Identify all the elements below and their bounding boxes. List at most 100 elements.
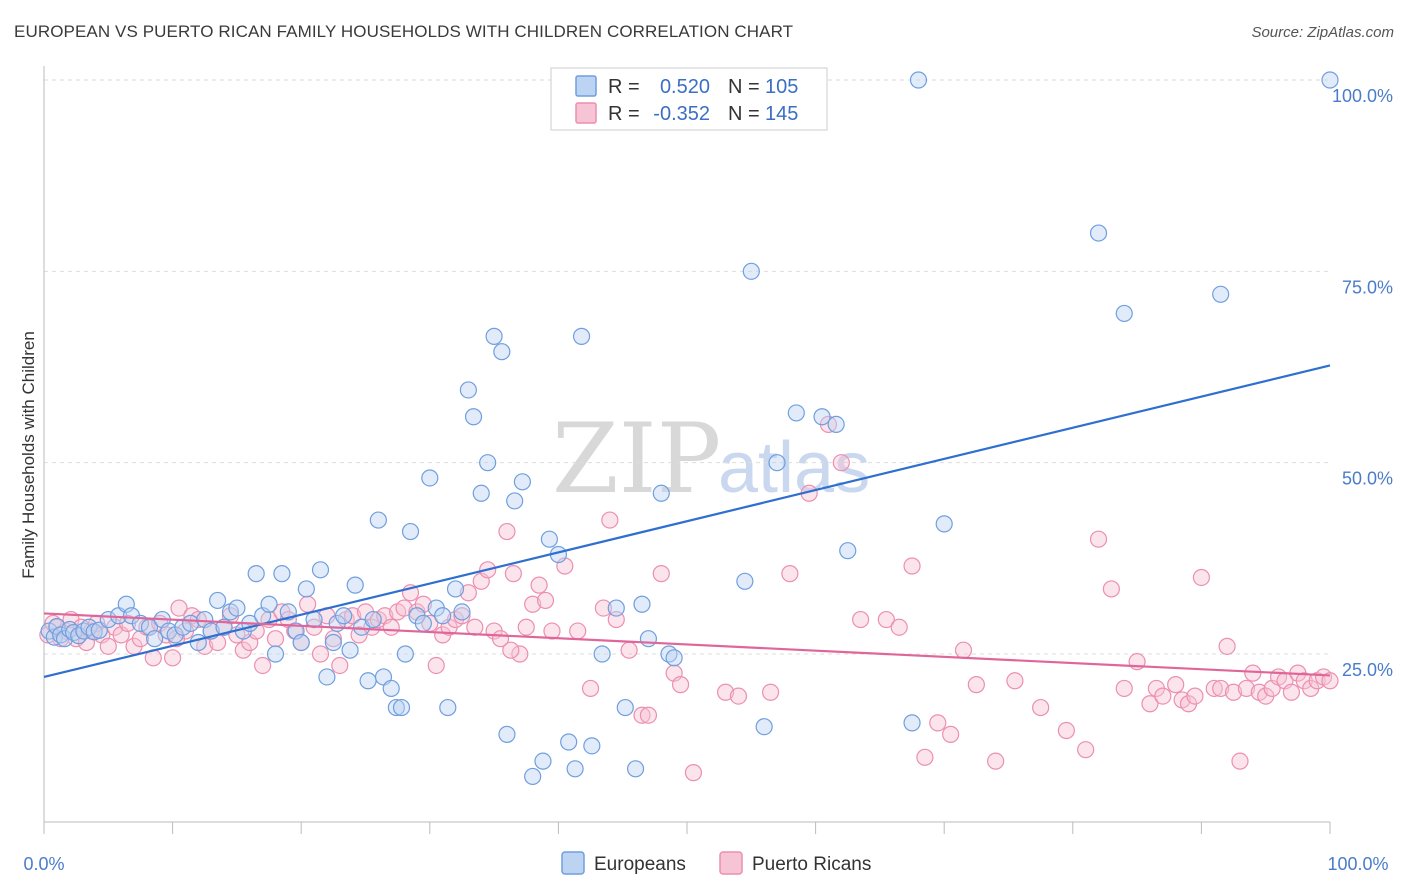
puerto-ricans-point-130 <box>1231 752 1249 770</box>
y-tick-label-25: 25.0% <box>1342 660 1393 680</box>
europeans-point-68 <box>459 381 477 399</box>
europeans-point-90 <box>639 630 658 648</box>
puerto-ricans-point-125 <box>1192 568 1211 587</box>
puerto-ricans-point-108 <box>967 676 985 694</box>
puerto-ricans-point-56 <box>382 618 400 636</box>
europeans-point-108 <box>1321 71 1339 89</box>
puerto-ricans-point-96 <box>781 565 799 583</box>
europeans-point-99 <box>813 408 831 426</box>
europeans-point-37 <box>273 565 291 583</box>
puerto-ricans-point-80 <box>536 591 555 610</box>
puerto-ricans-point-68 <box>459 584 477 602</box>
puerto-ricans-point-48 <box>331 656 349 675</box>
x-axis-ticks <box>43 822 1331 834</box>
puerto-ricans-point-78 <box>524 595 542 613</box>
puerto-ricans-point-105 <box>929 714 947 732</box>
europeans-point-62 <box>421 469 439 487</box>
puerto-ricans-point-120 <box>1154 687 1172 705</box>
puerto-ricans-point-103 <box>903 557 921 575</box>
legend-r-label-1: R = <box>608 76 640 98</box>
source-attribution: Source: ZipAtlas.com <box>1251 24 1394 41</box>
europeans-point-89 <box>633 595 651 613</box>
europeans-point-87 <box>616 698 634 717</box>
europeans-trend-line <box>43 364 1331 679</box>
puerto-ricans-point-77 <box>517 618 535 636</box>
puerto-ricans-point-104 <box>916 748 934 766</box>
puerto-ricans-point-69 <box>466 618 484 636</box>
puerto-ricans-point-23 <box>170 599 188 617</box>
puerto-ricans-point-128 <box>1218 637 1236 655</box>
puerto-ricans-point-75 <box>504 565 522 583</box>
europeans-point-66 <box>446 580 465 598</box>
puerto-ricans-point-67 <box>453 607 471 625</box>
bottom-legend-swatch-europeans <box>561 851 585 875</box>
europeans-point-45 <box>324 633 342 652</box>
puerto-ricans-point-95 <box>761 683 780 701</box>
europeans-point-82 <box>566 760 584 778</box>
bottom-legend-label-puerto-ricans: Puerto Ricans <box>752 854 871 875</box>
europeans-point-73 <box>493 343 511 361</box>
europeans-point-98 <box>787 404 805 422</box>
europeans-point-81 <box>560 733 578 751</box>
europeans-point-51 <box>359 672 377 690</box>
europeans-point-72 <box>485 327 503 345</box>
bottom-legend-swatch-puerto-ricans <box>719 851 743 875</box>
puerto-ricans-point-36 <box>254 656 272 675</box>
europeans-point-48 <box>341 641 359 659</box>
puerto-ricans-point-93 <box>716 683 735 701</box>
puerto-ricans-point-124 <box>1186 687 1204 705</box>
puerto-ricans-point-22 <box>164 649 182 667</box>
europeans-point-36 <box>266 645 285 663</box>
europeans-point-103 <box>909 71 928 89</box>
x-tick-label-max: 100.0% <box>1327 854 1388 874</box>
puerto-ricans-trend-line <box>43 612 1331 677</box>
europeans-point-78 <box>534 752 552 770</box>
europeans-point-53 <box>369 511 387 529</box>
europeans-point-67 <box>453 603 471 621</box>
europeans-point-102 <box>903 714 921 732</box>
europeans-point-85 <box>593 645 611 663</box>
europeans-point-65 <box>439 698 457 717</box>
bottom-legend-label-europeans: Europeans <box>594 854 686 875</box>
puerto-ricans-point-76 <box>511 645 529 663</box>
europeans-point-41 <box>297 580 315 598</box>
puerto-ricans-point-87 <box>620 641 638 659</box>
legend-n-label-1: N = <box>728 76 760 98</box>
europeans-point-70 <box>472 484 490 502</box>
europeans-point-2 <box>48 617 66 636</box>
puerto-ricans-point-138 <box>1282 683 1301 701</box>
y-axis-title: Family Households with Children <box>19 331 38 579</box>
legend-r-value-1: 0.520 <box>660 76 710 98</box>
puerto-ricans-point-85 <box>594 599 613 617</box>
europeans-point-18 <box>145 630 164 648</box>
europeans-point-61 <box>414 614 432 632</box>
europeans-point-49 <box>346 576 364 594</box>
europeans-point-35 <box>260 595 278 613</box>
puerto-ricans-point-79 <box>530 576 548 594</box>
europeans-point-16 <box>131 614 150 632</box>
puerto-ricans-point-107 <box>954 641 973 659</box>
correlation-legend: R = 0.520 N = 105 R = -0.352 N = 145 <box>550 67 828 131</box>
y-tick-label-50: 50.0% <box>1342 469 1393 489</box>
europeans-point-52 <box>364 610 382 629</box>
puerto-ricans-point-74 <box>498 522 516 541</box>
puerto-ricans-point-114 <box>1089 530 1108 548</box>
europeans-point-24 <box>189 633 207 652</box>
puerto-ricans-point-102 <box>890 618 908 636</box>
puerto-ricans-point-90 <box>652 565 670 583</box>
europeans-point-100 <box>827 415 845 433</box>
europeans-point-4 <box>55 630 74 648</box>
europeans-point-86 <box>607 599 625 617</box>
europeans-point-56 <box>387 698 405 717</box>
puerto-ricans-point-111 <box>1032 698 1050 717</box>
puerto-ricans-point-127 <box>1212 679 1230 698</box>
puerto-ricans-point-92 <box>684 764 703 782</box>
chart-title: EUROPEAN VS PUERTO RICAN FAMILY HOUSEHOL… <box>14 22 794 41</box>
europeans-point-106 <box>1115 304 1133 323</box>
puerto-ricans-point-94 <box>729 687 748 705</box>
puerto-ricans-point-89 <box>639 706 658 724</box>
europeans-point-96 <box>755 718 773 736</box>
europeans-point-44 <box>318 668 336 686</box>
legend-r-value-2: -0.352 <box>653 103 710 125</box>
